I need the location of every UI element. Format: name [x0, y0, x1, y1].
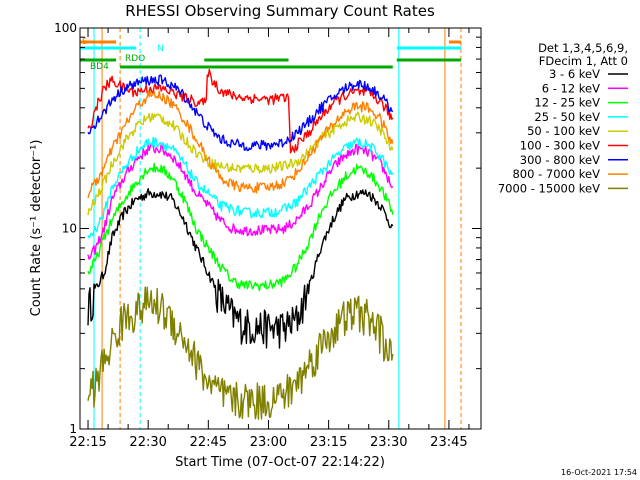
series-7000-15000-kev — [87, 286, 394, 420]
y-tick-label-10: 10 — [62, 222, 77, 236]
x-tick-label-23-00: 23:00 — [250, 435, 287, 450]
legend-label-100-300-kev: 100 - 300 keV — [520, 139, 600, 153]
flag-label-bd4: BD4 — [90, 62, 109, 72]
x-tick-label-22-30: 22:30 — [129, 435, 166, 450]
y-tick-label-1: 1 — [69, 422, 77, 436]
chart-title: RHESSI Observing Summary Count Rates — [125, 2, 435, 20]
series-50-100-kev — [87, 111, 394, 216]
legend-label-12-25-kev: 12 - 25 keV — [534, 96, 600, 110]
x-tick-label-22-15: 22:15 — [69, 435, 106, 450]
series-6-12-kev — [87, 143, 394, 260]
series-25-50-kev — [87, 136, 394, 239]
series-12-25-kev — [87, 162, 394, 292]
axes: 1 10 100 22:15 22:30 22:45 23:00 23:15 23:30 23:4… — [54, 21, 482, 450]
series-800-7000-kev — [87, 90, 394, 199]
x-tick-label-23-15: 23:15 — [310, 435, 347, 450]
x-tick-label-23-30: 23:30 — [370, 435, 407, 450]
x-tick-label-23-45: 23:45 — [430, 435, 467, 450]
observing-flags: S N RDO BD4 — [80, 37, 461, 72]
legend-label-7000-15000-kev: 7000 - 15000 keV — [498, 181, 600, 195]
legend-label-50-100-kev: 50 - 100 keV — [527, 124, 600, 138]
legend-label-25-50-kev: 25 - 50 keV — [534, 110, 600, 124]
series-3-6-kev — [87, 188, 394, 349]
legend-header-line-2: FDecim 1, Att 0 — [539, 54, 628, 68]
flag-label-s: S — [82, 37, 88, 47]
legend: Det 1,3,4,5,6,9,FDecim 1, Att 03 - 6 keV… — [498, 41, 628, 195]
x-axis-label: Start Time (07-Oct-07 22:14:22) — [175, 455, 385, 470]
y-tick-label-100: 100 — [54, 21, 77, 35]
series-100-300-kev — [87, 68, 394, 154]
legend-label-800-7000-kev: 800 - 7000 keV — [512, 167, 600, 181]
y-axis-label: Count Rate (s⁻¹ detector⁻¹) — [29, 140, 44, 317]
legend-header-line-1: Det 1,3,4,5,6,9, — [538, 41, 628, 55]
generation-timestamp: 16-Oct-2021 17:54 — [561, 468, 637, 477]
legend-label-6-12-kev: 6 - 12 keV — [542, 81, 600, 95]
legend-label-300-800-kev: 300 - 800 keV — [520, 153, 600, 167]
series-300-800-kev — [87, 74, 394, 152]
x-tick-label-22-45: 22:45 — [190, 435, 227, 450]
series-traces — [87, 68, 394, 420]
flag-label-n: N — [157, 44, 164, 54]
flag-label-rdo: RDO — [125, 54, 145, 64]
legend-label-3-6-kev: 3 - 6 keV — [549, 67, 600, 81]
